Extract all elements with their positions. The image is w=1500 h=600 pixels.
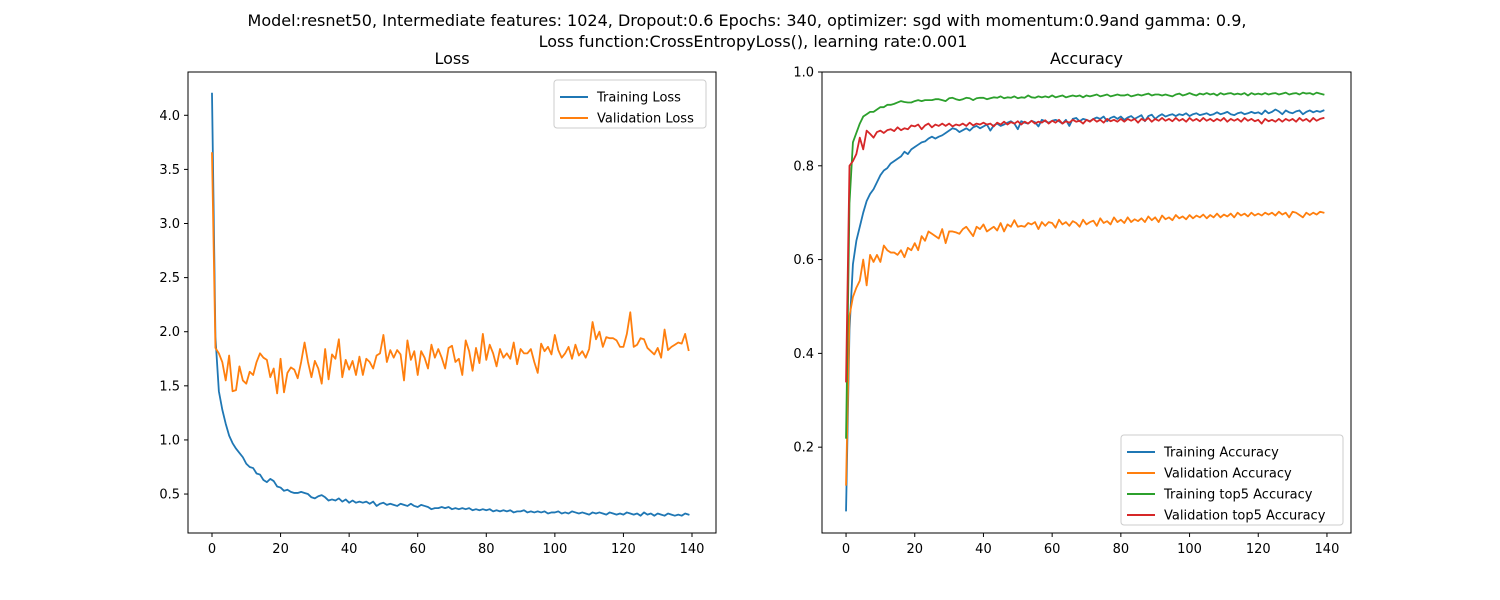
series-line-validation-loss [211, 152, 690, 395]
accuracy-chart-panel: Accuracy 0 20 40 60 80 100 120 140 0.2 0.4 0.6 0.8 1.… [793, 49, 1352, 557]
x-tick-label: 60 [1044, 542, 1061, 557]
legend-label: Training Loss [596, 91, 681, 106]
plot-frame [187, 71, 717, 534]
x-tick-label: 100 [542, 542, 567, 557]
legend-label: Validation top5 Accuracy [1164, 509, 1326, 524]
x-tick-label: 140 [680, 542, 705, 557]
y-tick-label: 1.0 [793, 66, 814, 81]
legend-label: Training Accuracy [1163, 446, 1279, 461]
series-line-validation-accuracy [845, 210, 1325, 486]
x-tick-label: 40 [341, 542, 358, 557]
x-tick-label: 80 [478, 542, 495, 557]
x-tick-label: 100 [1177, 542, 1202, 557]
series-line-training-accuracy [845, 108, 1325, 512]
legend-box [553, 79, 707, 129]
y-tick-label: 2.5 [159, 271, 180, 286]
y-tick-label: 1.0 [159, 433, 180, 448]
x-tick-label: 40 [975, 542, 992, 557]
y-tick-label: 3.5 [159, 163, 180, 178]
x-tick-label: 0 [842, 542, 850, 557]
series-group [845, 91, 1325, 512]
y-tick-label: 0.6 [793, 253, 814, 268]
x-tick-label: 60 [409, 542, 426, 557]
x-tick-label: 80 [1113, 542, 1130, 557]
y-tick-label: 0.5 [159, 488, 180, 503]
y-tick-label: 1.5 [159, 379, 180, 394]
y-tick-label: 0.8 [793, 159, 814, 174]
legend: Training Accuracy Validation Accuracy Trai… [1120, 434, 1344, 526]
figure-suptitle-line-1: Model:resnet50, Intermediate features: 1… [248, 11, 1247, 30]
x-tick-label: 120 [1246, 542, 1271, 557]
figure-suptitle-line-2: Loss function:CrossEntropyLoss(), learni… [539, 32, 968, 51]
x-tick-label: 120 [611, 542, 636, 557]
legend-box [1120, 434, 1344, 526]
x-tick-label: 20 [906, 542, 923, 557]
x-tick-label: 0 [208, 542, 216, 557]
x-tick-label: 20 [272, 542, 289, 557]
y-tick-label: 0.4 [793, 347, 814, 362]
legend-label: Training top5 Accuracy [1163, 488, 1313, 503]
chart-title: Accuracy [1050, 49, 1123, 68]
plot-frame [821, 71, 1352, 534]
y-tick-label: 0.2 [793, 441, 814, 456]
series-group [211, 92, 690, 517]
loss-chart-panel: Loss 0 20 40 60 80 100 120 140 0.5 1.0 1.5 2.0 2.5 3.0… [159, 49, 717, 557]
series-line-validation-top5-accuracy [845, 116, 1325, 383]
series-line-training-loss [211, 92, 690, 517]
chart-title: Loss [434, 49, 469, 68]
legend-label: Validation Accuracy [1164, 467, 1292, 482]
series-line-training-top5-accuracy [845, 91, 1325, 439]
y-tick-label: 3.0 [159, 217, 180, 232]
x-tick-label: 140 [1315, 542, 1340, 557]
legend: Training Loss Validation Loss [553, 79, 707, 129]
y-tick-label: 4.0 [159, 109, 180, 124]
legend-label: Validation Loss [597, 112, 694, 127]
y-tick-label: 2.0 [159, 325, 180, 340]
